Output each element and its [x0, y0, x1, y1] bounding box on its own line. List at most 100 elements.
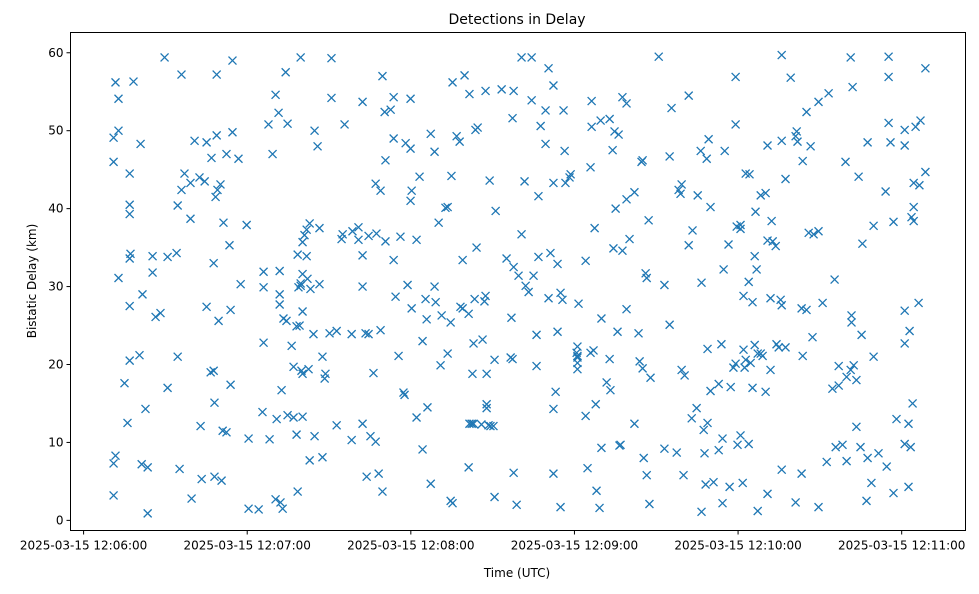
data-point: [156, 308, 165, 318]
data-point: [412, 235, 422, 245]
data-point: [667, 103, 676, 113]
data-point: [842, 456, 852, 466]
data-point: [884, 52, 894, 62]
data-point: [909, 178, 919, 188]
data-point: [863, 137, 873, 147]
data-point: [777, 136, 787, 146]
data-point: [848, 82, 858, 92]
data-point: [228, 127, 237, 137]
data-point: [196, 421, 206, 431]
data-point: [808, 332, 817, 342]
data-point: [177, 185, 186, 195]
data-point: [642, 273, 652, 283]
data-point: [296, 281, 306, 291]
data-point: [502, 254, 512, 263]
data-point: [914, 298, 924, 308]
data-point: [228, 56, 237, 66]
data-point: [195, 172, 204, 182]
data-point: [909, 202, 919, 212]
data-point: [744, 439, 754, 449]
data-point: [677, 365, 687, 375]
data-point: [327, 53, 336, 63]
data-point: [318, 352, 327, 362]
data-point: [209, 366, 219, 376]
data-point: [622, 194, 631, 204]
data-point: [358, 419, 368, 429]
data-point: [289, 413, 299, 422]
data-point: [447, 171, 456, 181]
data-point: [617, 92, 627, 102]
data-point: [418, 444, 428, 454]
data-point: [378, 487, 387, 496]
data-point: [389, 92, 399, 102]
data-point: [406, 196, 416, 206]
data-point: [141, 404, 150, 414]
data-point: [109, 133, 119, 143]
data-point: [305, 455, 315, 465]
data-point: [114, 273, 123, 283]
data-point: [200, 176, 210, 186]
data-point: [842, 372, 852, 382]
data-point: [900, 338, 910, 348]
data-point: [467, 419, 477, 429]
data-point: [520, 176, 530, 186]
data-point: [407, 303, 417, 313]
data-point: [207, 153, 216, 163]
data-point: [213, 185, 222, 195]
data-point: [481, 291, 491, 301]
data-point: [684, 91, 694, 101]
data-point: [305, 218, 315, 228]
data-point: [407, 186, 417, 196]
data-point: [608, 243, 618, 253]
data-point: [295, 321, 305, 330]
data-point: [804, 228, 814, 238]
data-point: [906, 442, 916, 452]
data-point: [485, 176, 495, 186]
data-point: [298, 237, 308, 247]
data-point: [863, 453, 873, 463]
data-point: [596, 116, 606, 126]
data-point: [781, 174, 790, 184]
data-point: [792, 127, 802, 136]
data-point: [210, 472, 219, 482]
data-point: [818, 298, 828, 308]
data-point: [741, 355, 751, 365]
data-point: [406, 144, 416, 154]
data-point: [338, 229, 348, 239]
data-point: [777, 50, 787, 60]
data-point: [271, 494, 281, 504]
data-point: [720, 146, 730, 156]
data-point: [281, 67, 291, 77]
data-point: [242, 220, 252, 230]
data-points: [109, 50, 930, 518]
data-point: [716, 339, 726, 349]
data-point: [137, 459, 147, 469]
data-point: [557, 295, 567, 305]
data-point: [321, 369, 330, 379]
data-point: [306, 284, 315, 294]
data-point: [851, 422, 861, 432]
data-point: [595, 503, 604, 513]
data-point: [605, 385, 615, 395]
data-point: [590, 223, 600, 233]
data-point: [190, 136, 200, 146]
data-point: [254, 504, 264, 514]
data-point: [381, 155, 390, 165]
data-point: [846, 365, 856, 375]
data-point: [592, 486, 601, 496]
data-point: [736, 224, 745, 234]
data-point: [726, 382, 736, 392]
data-point: [109, 459, 119, 468]
y-tick-label: 10: [48, 435, 63, 449]
data-point: [244, 504, 254, 514]
data-point: [834, 381, 844, 391]
data-point: [517, 229, 527, 239]
data-point: [719, 264, 729, 274]
data-point: [202, 302, 212, 312]
data-point: [509, 262, 519, 272]
data-point: [490, 492, 500, 502]
data-point: [738, 478, 748, 488]
data-point: [268, 149, 278, 159]
data-point: [143, 462, 153, 472]
